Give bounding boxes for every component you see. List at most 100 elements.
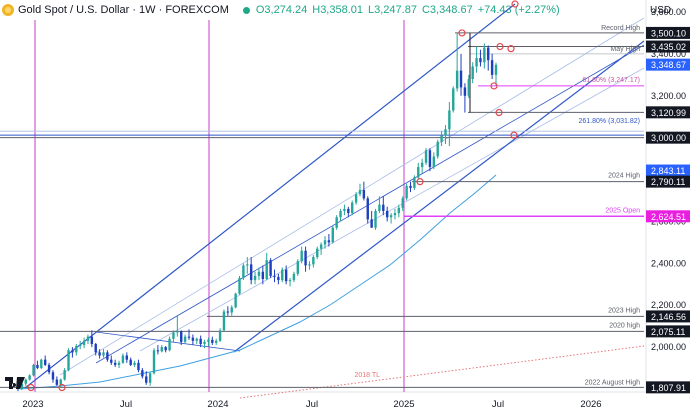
level-name-label: 2024 High: [608, 173, 640, 180]
candle-body: [292, 273, 296, 281]
candle-body: [277, 276, 280, 281]
time-axis-tick: 2024: [207, 399, 228, 410]
candle: [47, 362, 51, 375]
candle: [362, 181, 366, 201]
candle: [455, 32, 459, 92]
candle-body: [63, 370, 66, 380]
candle-body: [156, 350, 160, 352]
candle: [304, 246, 307, 272]
candle-body: [106, 352, 109, 360]
candle-body: [249, 264, 253, 281]
candle: [51, 370, 55, 383]
candle: [420, 158, 424, 174]
candle: [28, 374, 31, 381]
candle-body: [152, 350, 156, 374]
candle: [335, 215, 338, 230]
candle: [479, 49, 482, 67]
candle: [230, 305, 233, 316]
candle-body: [71, 350, 74, 353]
candle-body: [479, 58, 482, 63]
candle: [428, 148, 432, 172]
candle-body: [382, 204, 385, 211]
candle: [55, 376, 59, 386]
candle-body: [234, 293, 237, 308]
candle: [226, 306, 230, 316]
candle-body: [397, 207, 401, 214]
candle-body: [102, 352, 105, 356]
trendline-label: 2018 TL: [354, 372, 380, 379]
candle: [452, 86, 455, 113]
candle: [191, 334, 195, 346]
last-price-label: 3,348.67: [651, 60, 686, 70]
candle-body: [436, 141, 439, 157]
chart-header: Gold Spot / U.S. Dollar · 1W · FOREXCOM …: [0, 0, 565, 20]
candle-body: [180, 331, 183, 342]
slope-line: [95, 331, 241, 352]
candle: [102, 349, 105, 358]
candle-body: [230, 307, 233, 313]
candle-body: [448, 110, 451, 130]
candle-body: [55, 379, 59, 385]
candle-body: [459, 70, 463, 88]
candle-body: [405, 185, 408, 199]
candle-body: [389, 215, 393, 218]
candle-body: [125, 355, 129, 360]
pivot-marker: [507, 45, 515, 53]
candle-body: [32, 364, 35, 376]
candle: [409, 181, 412, 193]
candle: [343, 204, 346, 216]
candle-body: [413, 177, 416, 188]
candle: [183, 334, 187, 344]
candle: [238, 275, 241, 295]
candle-body: [28, 375, 31, 380]
candle-body: [172, 332, 175, 339]
candle-body: [319, 244, 323, 249]
candle-body: [164, 347, 167, 351]
candle: [164, 346, 167, 353]
candle-body: [94, 343, 97, 353]
level-price-label-bg: [646, 310, 690, 323]
candle: [374, 208, 377, 230]
pivot-marker: [58, 383, 66, 392]
time-axis-tick: Jul: [492, 399, 504, 410]
currency-label[interactable]: USD: [650, 5, 672, 16]
trendline-2018: [239, 345, 645, 399]
candle-body: [323, 240, 327, 245]
level-price-label-bg: [646, 175, 690, 188]
candle-body: [117, 362, 121, 365]
candle: [222, 309, 226, 332]
candle: [339, 208, 342, 222]
ohlc-change: +74.43 (+2.27%): [477, 4, 560, 16]
candle: [133, 360, 136, 368]
symbol-title[interactable]: Gold Spot / U.S. Dollar · 1W · FOREXCOM: [18, 4, 229, 16]
level-price-label: 1,807.91: [651, 383, 686, 393]
level-price-label-bg: [646, 106, 690, 119]
candle: [385, 206, 389, 222]
candle: [292, 271, 296, 283]
candle: [253, 271, 257, 285]
candle-body: [133, 362, 136, 365]
candle: [358, 183, 362, 197]
candle-body: [304, 250, 307, 266]
candle: [490, 53, 494, 80]
price-axis-tick: 2,000.00: [651, 342, 686, 352]
candle-body: [211, 339, 214, 343]
candle-body: [327, 240, 331, 243]
candle: [63, 368, 66, 381]
candle: [113, 359, 117, 368]
candle: [370, 210, 373, 228]
tradingview-logo-icon: [5, 377, 25, 389]
candle: [382, 196, 385, 216]
candle: [273, 269, 276, 283]
candle-body: [475, 58, 478, 67]
candle-body: [191, 337, 195, 341]
pivot-marker: [511, 0, 519, 8]
candle: [152, 348, 156, 375]
candle: [300, 246, 303, 264]
candle-body: [385, 210, 389, 218]
price-axis-tick: 2,200.00: [651, 300, 686, 310]
candle-body: [214, 340, 218, 343]
candle: [71, 347, 74, 358]
candle: [351, 200, 354, 216]
